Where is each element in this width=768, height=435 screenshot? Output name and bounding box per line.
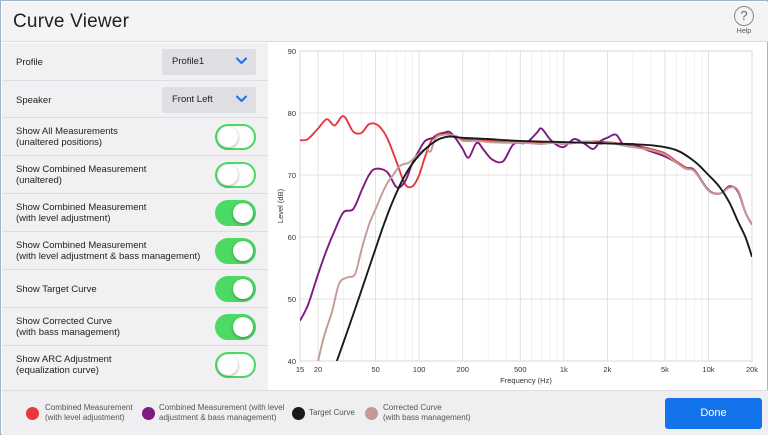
toggle-row-combined-unaltered: Show Combined Measurement (unaltered) xyxy=(2,156,268,194)
toggle-switch[interactable] xyxy=(215,352,256,378)
toggle-switch[interactable] xyxy=(215,124,256,150)
plot-area xyxy=(299,50,753,362)
settings-panel: Profile Profile1 Speaker Front Left Show… xyxy=(2,43,268,390)
title-bar: Curve Viewer ? Help xyxy=(2,2,768,42)
toggle-row-arc: Show ARC Adjustment (equalization curve) xyxy=(2,346,268,384)
legend-dot-icon xyxy=(365,407,378,420)
help-label: Help xyxy=(736,28,752,35)
y-axis-label: Level (dB) xyxy=(276,188,285,223)
window-title: Curve Viewer xyxy=(13,11,130,32)
x-tick-label: 2k xyxy=(603,365,611,374)
x-tick-label: 20k xyxy=(746,365,758,374)
y-tick-label: 50 xyxy=(288,295,296,304)
chevron-down-icon xyxy=(236,57,247,64)
y-tick-label: 90 xyxy=(288,47,296,56)
toggle-switch[interactable] xyxy=(215,238,256,264)
y-tick-label: 40 xyxy=(288,357,296,366)
speaker-label: Speaker xyxy=(16,95,52,106)
legend-bar: Combined Measurement (with level adjustme… xyxy=(2,390,768,435)
x-tick-label: 100 xyxy=(413,365,426,374)
toggle-switch[interactable] xyxy=(215,162,256,188)
toggle-switch[interactable] xyxy=(215,200,256,226)
toggle-row-combined-bass: Show Combined Measurement (with level adj… xyxy=(2,232,268,270)
x-tick-label: 20 xyxy=(314,365,322,374)
speaker-value: Front Left xyxy=(172,94,213,105)
y-tick-label: 80 xyxy=(288,109,296,118)
speaker-select[interactable]: Front Left xyxy=(162,87,256,113)
legend-dot-icon xyxy=(292,407,305,420)
toggle-label: Show Target Curve xyxy=(16,284,97,295)
help-button[interactable]: ? Help xyxy=(732,6,756,35)
x-tick-label: 15 xyxy=(296,365,304,374)
x-tick-label: 5k xyxy=(661,365,669,374)
done-button[interactable]: Done xyxy=(665,398,762,429)
curve-chart: 40 50 60 70 80 90 15 20 50 100 200 500 1k 2k 5k 10k 20k F… xyxy=(269,43,768,390)
speaker-row: Speaker Front Left xyxy=(2,81,268,118)
profile-select[interactable]: Profile1 xyxy=(162,49,256,75)
series-line-3 xyxy=(317,133,752,361)
x-tick-label: 200 xyxy=(456,365,469,374)
toggle-switch[interactable] xyxy=(215,314,256,340)
chevron-down-icon xyxy=(236,95,247,102)
toggle-label: Show ARC Adjustment (equalization curve) xyxy=(16,354,112,376)
toggle-row-all-measurements: Show All Measurements (unaltered position… xyxy=(2,118,268,156)
toggle-row-corrected: Show Corrected Curve (with bass managemen… xyxy=(2,308,268,346)
toggle-row-target: Show Target Curve xyxy=(2,270,268,308)
profile-value: Profile1 xyxy=(172,56,205,67)
toggle-row-combined-level: Show Combined Measurement (with level adj… xyxy=(2,194,268,232)
x-tick-label: 500 xyxy=(514,365,527,374)
x-tick-label: 50 xyxy=(371,365,379,374)
profile-row: Profile Profile1 xyxy=(2,43,268,81)
profile-label: Profile xyxy=(16,57,43,68)
frequency-response-plot: 40 50 60 70 80 90 15 20 50 100 200 500 1k 2k 5k 10k 20k F… xyxy=(276,47,758,385)
toggle-switch[interactable] xyxy=(215,276,256,302)
y-tick-label: 60 xyxy=(288,233,296,242)
x-axis-label: Frequency (Hz) xyxy=(500,376,552,385)
x-tick-label: 1k xyxy=(560,365,568,374)
x-tick-label: 10k xyxy=(702,365,714,374)
toggle-label: Show Corrected Curve (with bass managemen… xyxy=(16,316,121,338)
help-icon[interactable]: ? xyxy=(734,6,754,26)
legend-dot-icon xyxy=(26,407,39,420)
y-tick-label: 70 xyxy=(288,171,296,180)
series-line-2 xyxy=(336,135,752,361)
toggle-label: Show All Measurements (unaltered position… xyxy=(16,126,118,148)
toggle-label: Show Combined Measurement (unaltered) xyxy=(16,164,147,186)
toggle-label: Show Combined Measurement (with level adj… xyxy=(16,202,147,224)
toggle-label: Show Combined Measurement (with level adj… xyxy=(16,240,201,262)
legend-dot-icon xyxy=(142,407,155,420)
